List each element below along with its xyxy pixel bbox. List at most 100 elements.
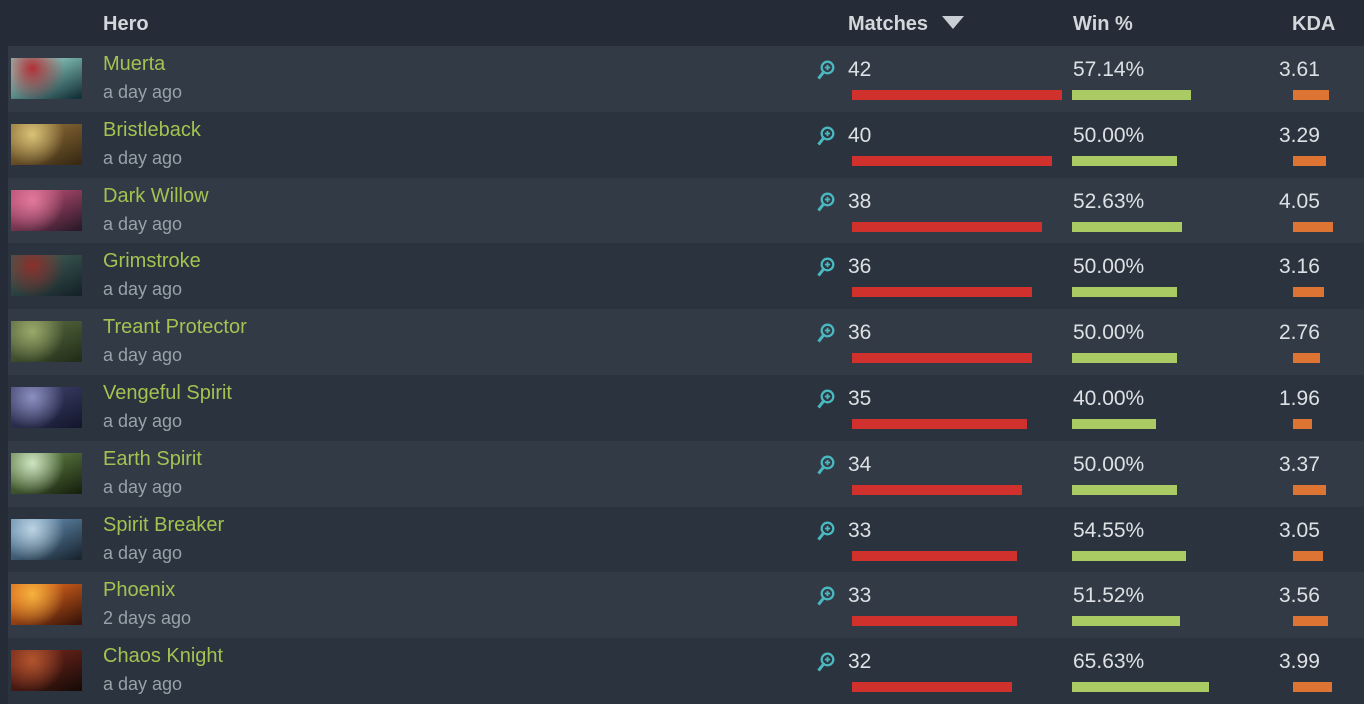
triangle-down-icon [942, 16, 965, 30]
matches-bar [852, 418, 1027, 429]
magnifier-plus-icon[interactable] [816, 455, 836, 477]
column-header-win[interactable]: Win % [1073, 13, 1133, 35]
kda-bar [1293, 287, 1325, 298]
hero-portrait[interactable] [11, 255, 82, 297]
hero-stats-table: Muerta a day ago 42 57.14% 3.61 Bristleb… [0, 46, 1364, 704]
hero-name-link[interactable]: Spirit Breaker [103, 513, 225, 536]
kda-bar [1293, 221, 1333, 232]
win-pct-value: 57.14% [1073, 58, 1145, 81]
kda-bar [1293, 90, 1329, 100]
magnifier-plus-icon[interactable] [816, 257, 836, 279]
matches-value: 38 [848, 189, 872, 213]
table-row: Treant Protector a day ago 36 50.00% 2.7… [8, 309, 1364, 375]
hero-portrait[interactable] [11, 321, 82, 363]
column-header-matches[interactable]: Matches [848, 13, 965, 36]
magnifier-plus-icon[interactable] [816, 389, 836, 411]
win-pct-value: 52.63% [1073, 189, 1145, 213]
matches-value: 42 [848, 58, 872, 81]
win-pct-value: 50.00% [1073, 255, 1145, 279]
hero-name-link[interactable]: Treant Protector [103, 316, 247, 339]
kda-value: 4.05 [1279, 189, 1320, 213]
last-played: a day ago [103, 345, 183, 366]
hero-portrait[interactable] [11, 518, 82, 560]
last-played: a day ago [103, 674, 183, 695]
hero-portrait[interactable] [11, 650, 82, 692]
magnifier-plus-icon[interactable] [816, 323, 836, 345]
last-played: a day ago [103, 410, 183, 431]
hero-portrait[interactable] [11, 189, 82, 231]
kda-value: 3.56 [1279, 584, 1320, 608]
hero-name-link[interactable]: Muerta [103, 53, 166, 75]
hero-name-link[interactable]: Earth Spirit [103, 447, 202, 470]
win-pct-value: 51.52% [1073, 584, 1145, 608]
magnifier-plus-icon[interactable] [816, 652, 836, 674]
kda-bar [1293, 155, 1326, 166]
win-bar [1072, 287, 1177, 298]
table-header: Hero Matches Win % KDA [0, 0, 1364, 46]
last-played: a day ago [103, 279, 183, 300]
matches-value: 33 [848, 518, 872, 542]
table-row: Muerta a day ago 42 57.14% 3.61 [8, 46, 1364, 112]
last-played: a day ago [103, 476, 183, 497]
table-row: Spirit Breaker a day ago 33 54.55% 3.05 [8, 506, 1364, 573]
hero-name-link[interactable]: Dark Willow [103, 184, 209, 207]
hero-name-link[interactable]: Chaos Knight [103, 645, 224, 668]
table-row: Phoenix 2 days ago 33 51.52% 3.56 [8, 572, 1364, 639]
hero-portrait[interactable] [11, 386, 82, 428]
kda-bar [1293, 353, 1321, 364]
kda-value: 1.96 [1279, 386, 1320, 410]
win-pct-value: 50.00% [1073, 123, 1145, 147]
magnifier-plus-icon[interactable] [816, 126, 836, 148]
hero-name-link[interactable]: Vengeful Spirit [103, 381, 232, 404]
matches-bar [852, 353, 1032, 364]
kda-value: 3.61 [1279, 58, 1320, 81]
win-bar [1072, 550, 1186, 561]
hero-portrait[interactable] [11, 123, 82, 165]
magnifier-plus-icon[interactable] [816, 192, 836, 214]
hero-portrait[interactable] [11, 452, 82, 494]
last-played: a day ago [103, 82, 183, 102]
kda-bar [1293, 616, 1329, 627]
win-pct-value: 40.00% [1073, 386, 1145, 410]
table-row: Grimstroke a day ago 36 50.00% 3.16 [8, 243, 1364, 310]
kda-value: 3.99 [1279, 650, 1320, 674]
matches-bar [852, 221, 1042, 232]
matches-bar [852, 287, 1032, 298]
magnifier-plus-icon[interactable] [816, 586, 836, 608]
win-bar [1072, 155, 1177, 166]
matches-value: 36 [848, 321, 872, 345]
kda-value: 2.76 [1279, 321, 1320, 345]
matches-bar [852, 616, 1017, 627]
matches-bar [852, 550, 1017, 561]
column-header-kda[interactable]: KDA [1292, 13, 1336, 35]
column-header-hero[interactable]: Hero [103, 13, 149, 35]
kda-value: 3.16 [1279, 255, 1320, 279]
hero-name-link[interactable]: Bristleback [103, 118, 201, 141]
hero-name-link[interactable]: Phoenix [103, 579, 176, 602]
last-played: 2 days ago [103, 608, 192, 629]
matches-value: 34 [848, 452, 872, 476]
magnifier-plus-icon[interactable] [816, 60, 836, 82]
win-pct-value: 65.63% [1073, 650, 1145, 674]
hero-portrait[interactable] [11, 58, 82, 99]
hero-name-link[interactable]: Grimstroke [103, 250, 201, 273]
table-row: Earth Spirit a day ago 34 50.00% 3.37 [8, 440, 1364, 507]
last-played: a day ago [103, 213, 183, 234]
win-bar [1072, 682, 1210, 693]
matches-bar [852, 155, 1052, 166]
magnifier-plus-icon[interactable] [816, 521, 836, 543]
win-pct-value: 50.00% [1073, 321, 1145, 345]
table-row: Vengeful Spirit a day ago 35 40.00% 1.96 [8, 374, 1364, 441]
table-row: Bristleback a day ago 40 50.00% 3.29 [8, 111, 1364, 178]
kda-value: 3.37 [1279, 452, 1320, 476]
kda-bar [1293, 418, 1313, 429]
matches-value: 36 [848, 255, 872, 279]
hero-portrait[interactable] [11, 584, 82, 626]
win-pct-value: 54.55% [1073, 518, 1145, 542]
win-bar [1072, 353, 1177, 364]
matches-value: 40 [848, 123, 872, 147]
last-played: a day ago [103, 147, 183, 168]
win-bar [1072, 616, 1180, 627]
kda-bar [1293, 484, 1327, 495]
last-played: a day ago [103, 542, 183, 563]
